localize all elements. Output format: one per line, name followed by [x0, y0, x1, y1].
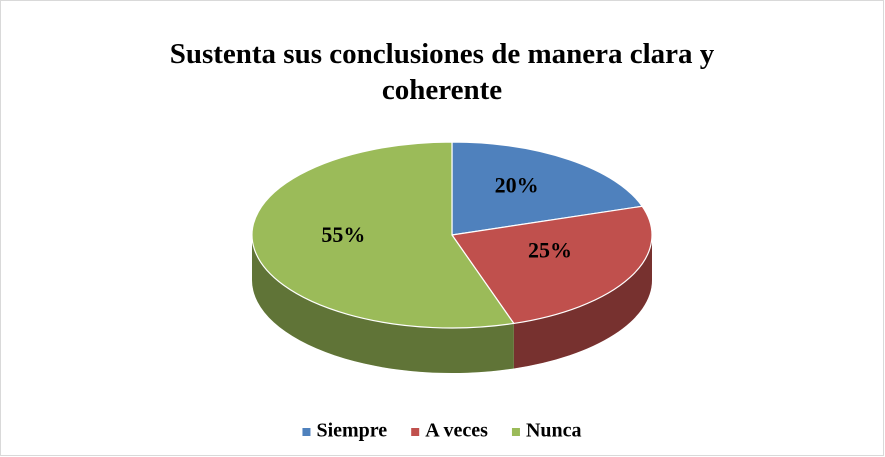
- pie-sides: [252, 235, 652, 373]
- legend-swatch: [302, 428, 311, 436]
- data-label: 55%: [321, 222, 365, 247]
- legend-swatch: [511, 428, 520, 436]
- slice: [450, 205, 653, 325]
- legend-label: A veces: [425, 420, 488, 442]
- slice-side: [252, 235, 514, 373]
- chart-title: Sustenta sus conclusiones de manera clar…: [169, 38, 715, 106]
- data-labels: 20% 25% 55%: [321, 173, 572, 263]
- legend: Siempre A veces Nunca: [302, 420, 582, 442]
- data-label: 25%: [528, 237, 572, 262]
- slice: [451, 141, 644, 236]
- side-shade: [252, 235, 514, 373]
- slice-side: [513, 235, 652, 369]
- legend-label: Siempre: [316, 420, 387, 442]
- pie-tops: [251, 141, 653, 329]
- side-shade: [513, 235, 652, 369]
- data-label: 20%: [495, 173, 539, 198]
- slice: [251, 141, 515, 329]
- legend-label: Nunca: [526, 420, 582, 442]
- legend-swatch: [411, 428, 420, 436]
